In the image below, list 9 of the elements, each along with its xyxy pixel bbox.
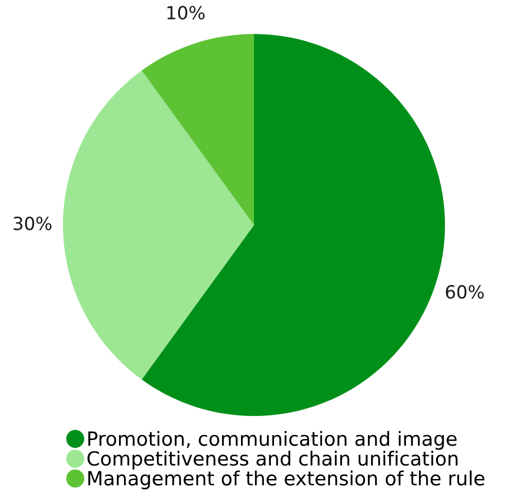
data-label: 30% — [14, 216, 52, 230]
data-label: 10% — [167, 6, 205, 20]
pie-slice — [63, 70, 254, 380]
legend-label: Competitiveness and chain unification — [88, 450, 458, 470]
legend-label: Management of the extension of the rule — [88, 470, 484, 490]
pie-slice — [142, 34, 254, 225]
legend-label: Promotion, communication and image — [88, 430, 457, 450]
pie-slice — [142, 34, 445, 416]
data-label: 60% — [446, 285, 484, 299]
